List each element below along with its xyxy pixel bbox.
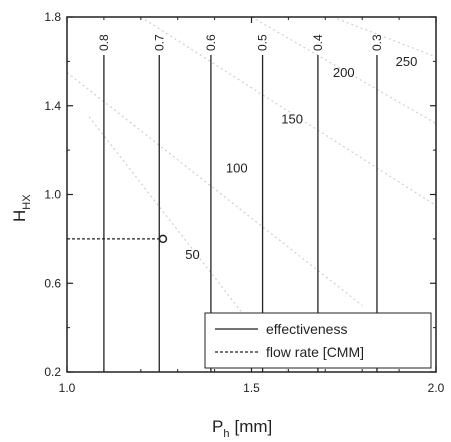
effectiveness-label-0.6: 0.6: [204, 34, 218, 51]
y-tick-label-2: 1.0: [44, 188, 61, 202]
flow-rate-labels: 50 100 150 200 250: [185, 54, 417, 262]
y-tick-label-3: 1.4: [44, 99, 61, 113]
x-axis-label-sub: h: [223, 428, 229, 440]
legend-label-flow-rate: flow rate [CMM]: [266, 344, 364, 360]
flow-rate-label-200: 200: [333, 65, 355, 80]
effectiveness-label-0.4: 0.4: [311, 34, 325, 51]
x-axis-label-main: P: [212, 417, 223, 436]
y-axis-label: HHX: [10, 194, 33, 222]
x-tick-label-0: 1.0: [59, 381, 76, 395]
operating-point-marker: [158, 234, 168, 244]
x-axis-label-unit: [mm]: [234, 417, 272, 436]
flow-contour-4: [332, 16, 437, 58]
y-axis-label-sub: HX: [21, 194, 33, 210]
effectiveness-label-0.7: 0.7: [152, 34, 166, 51]
flow-rate-label-150: 150: [281, 112, 303, 127]
flow-contour-3: [251, 16, 437, 125]
y-tick-label-0: 0.2: [44, 365, 61, 379]
legend: effectiveness flow rate [CMM]: [204, 312, 432, 369]
flow-contour-2: [140, 16, 437, 207]
flow-contour-0: [88, 116, 289, 373]
flow-rate-label-50: 50: [185, 247, 199, 262]
flow-rate-contours: [66, 16, 437, 373]
effectiveness-label-0.5: 0.5: [256, 34, 270, 51]
legend-box: [204, 312, 432, 369]
legend-label-effectiveness: effectiveness: [266, 321, 347, 337]
x-tick-label-2: 2.0: [428, 381, 445, 395]
y-tick-label-4: 1.8: [44, 10, 61, 24]
axis-ticks: [66, 16, 437, 373]
x-axis-label: Ph [mm]: [212, 417, 272, 440]
effectiveness-label-0.3: 0.3: [370, 34, 384, 51]
effectiveness-label-0.8: 0.8: [97, 34, 111, 51]
flow-rate-label-100: 100: [226, 160, 248, 175]
x-tick-label-1: 1.5: [243, 381, 260, 395]
y-tick-label-1: 0.6: [44, 276, 61, 290]
tick-labels: 1.0 1.5 2.0 0.2 0.6 1.0 1.4 1.8: [44, 10, 444, 395]
y-axis-label-main: H: [10, 210, 29, 222]
flow-rate-label-250: 250: [396, 54, 418, 69]
